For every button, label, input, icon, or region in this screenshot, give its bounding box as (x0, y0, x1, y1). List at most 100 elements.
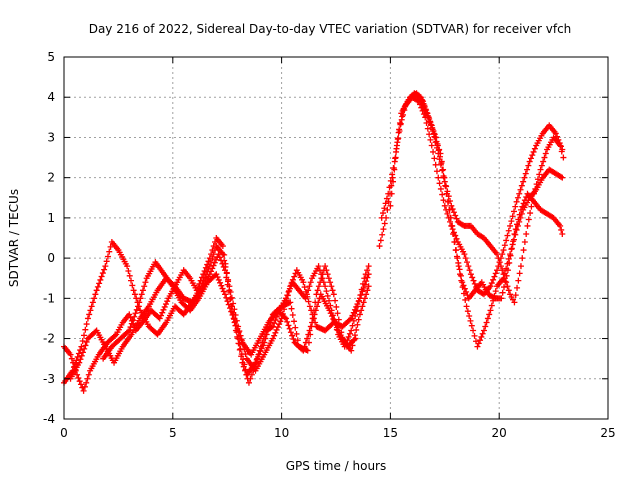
data-point (300, 347, 307, 354)
data-point (282, 315, 289, 322)
data-point (435, 150, 442, 157)
data-point (88, 303, 95, 310)
data-point (530, 148, 537, 155)
data-point (461, 251, 468, 258)
data-point (304, 335, 311, 342)
data-point (423, 119, 430, 126)
data-point (98, 273, 105, 280)
data-point (76, 359, 83, 366)
data-point (531, 145, 538, 152)
data-point (349, 322, 356, 329)
data-point (274, 324, 281, 331)
data-point (431, 133, 438, 140)
data-point (428, 122, 435, 129)
data-point (494, 251, 501, 258)
data-point (323, 267, 330, 274)
data-point (287, 283, 294, 290)
data-point (284, 318, 291, 325)
data-point (222, 291, 229, 298)
y-tick-label: 1 (47, 211, 55, 225)
data-point (67, 351, 74, 358)
series-sdtvar_f (378, 90, 566, 350)
data-point (456, 266, 463, 273)
data-point (440, 197, 447, 204)
data-point (396, 128, 403, 135)
data-point (96, 280, 103, 287)
data-point (318, 275, 325, 282)
data-point (558, 148, 565, 155)
data-point (468, 322, 475, 329)
data-point (396, 119, 403, 126)
data-point (512, 292, 519, 299)
data-point (79, 349, 86, 356)
data-point (202, 264, 209, 271)
data-point (536, 171, 543, 178)
data-point (516, 190, 523, 197)
data-point (307, 279, 314, 286)
data-point (483, 319, 490, 326)
data-point (511, 230, 518, 237)
data-point (380, 226, 387, 233)
data-point (213, 256, 220, 263)
data-point (360, 299, 367, 306)
data-point (465, 263, 472, 270)
data-point (516, 270, 523, 277)
data-point (507, 252, 514, 259)
data-point (385, 198, 392, 205)
data-point (355, 298, 362, 305)
data-point (529, 197, 536, 204)
data-point (77, 356, 84, 363)
data-point (444, 210, 451, 217)
data-point (486, 311, 493, 318)
data-point (452, 212, 459, 219)
y-tick-label: 3 (47, 130, 55, 144)
data-point (332, 297, 339, 304)
data-point (128, 277, 135, 284)
data-point (501, 275, 508, 282)
data-point (131, 291, 138, 298)
data-point (81, 332, 88, 339)
data-point (492, 270, 499, 277)
data-point (240, 356, 247, 363)
data-point (304, 293, 311, 300)
data-point (541, 154, 548, 161)
data-point (329, 287, 336, 294)
data-point (494, 267, 501, 274)
data-point (560, 154, 567, 161)
x-tick-label: 15 (383, 426, 398, 440)
data-point (451, 239, 458, 246)
data-point (311, 311, 318, 318)
data-point (159, 309, 166, 316)
data-point (422, 106, 429, 113)
data-point (138, 291, 145, 298)
data-point (391, 166, 398, 173)
data-point (208, 268, 215, 275)
data-point (448, 222, 455, 229)
data-point (508, 245, 515, 252)
data-point (517, 186, 524, 193)
data-point (306, 303, 313, 310)
data-point (503, 279, 510, 286)
data-point (459, 279, 466, 286)
y-tick-label: 2 (47, 171, 55, 185)
data-point (225, 301, 232, 308)
data-point (452, 247, 459, 254)
data-point (97, 276, 104, 283)
data-point (499, 251, 506, 258)
y-tick-label: 5 (47, 50, 55, 64)
data-point (245, 379, 252, 386)
data-point (92, 291, 99, 298)
data-point (139, 287, 146, 294)
data-point (324, 271, 331, 278)
y-tick-label: -1 (43, 291, 55, 305)
data-point (488, 280, 495, 287)
data-point (448, 202, 455, 209)
data-point (345, 333, 352, 340)
data-point (497, 263, 504, 270)
data-point (126, 327, 133, 334)
data-point (504, 283, 511, 290)
data-point (510, 208, 517, 215)
data-point (351, 306, 358, 313)
data-point (474, 343, 481, 350)
chart-title: Day 216 of 2022, Sidereal Day-to-day VTE… (89, 22, 572, 36)
